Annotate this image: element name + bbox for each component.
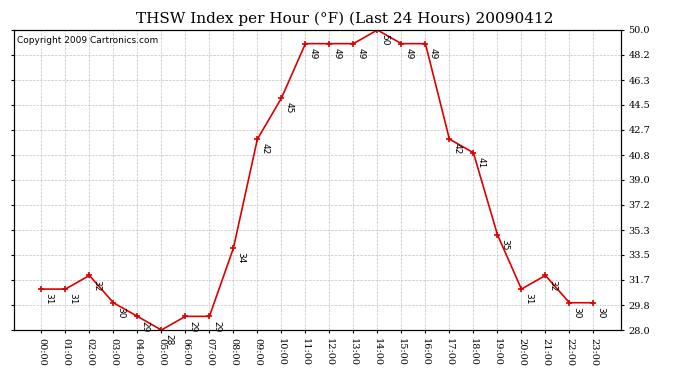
Text: 29: 29 [188, 321, 197, 332]
Text: 30: 30 [572, 307, 581, 318]
Text: THSW Index per Hour (°F) (Last 24 Hours) 20090412: THSW Index per Hour (°F) (Last 24 Hours)… [136, 11, 554, 26]
Text: 42: 42 [260, 143, 269, 154]
Text: 29: 29 [140, 321, 149, 332]
Text: 30: 30 [596, 307, 605, 318]
Text: 31: 31 [68, 293, 77, 305]
Text: 30: 30 [116, 307, 125, 318]
Text: 32: 32 [92, 280, 101, 291]
Text: 29: 29 [213, 321, 221, 332]
Text: 34: 34 [236, 252, 245, 264]
Text: 32: 32 [548, 280, 558, 291]
Text: 35: 35 [500, 239, 509, 250]
Text: 49: 49 [404, 48, 413, 59]
Text: 28: 28 [164, 334, 173, 345]
Text: 49: 49 [332, 48, 341, 59]
Text: 31: 31 [524, 293, 533, 305]
Text: 49: 49 [356, 48, 365, 59]
Text: 50: 50 [380, 34, 389, 46]
Text: 45: 45 [284, 102, 293, 114]
Text: 49: 49 [428, 48, 437, 59]
Text: 31: 31 [44, 293, 53, 305]
Text: 41: 41 [476, 157, 485, 168]
Text: 49: 49 [308, 48, 317, 59]
Text: 42: 42 [452, 143, 461, 154]
Text: Copyright 2009 Cartronics.com: Copyright 2009 Cartronics.com [17, 36, 158, 45]
